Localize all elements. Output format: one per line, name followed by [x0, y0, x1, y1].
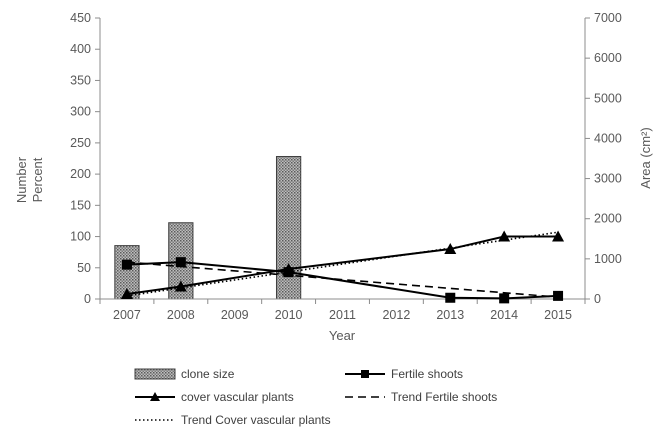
- marker-square-fertile-shoots: [121, 259, 132, 270]
- legend-marker-cover-vascular-plants: [150, 392, 160, 401]
- legend-swatch-clone-size: [134, 368, 176, 380]
- x-tick-label: 2013: [436, 308, 464, 322]
- y-tick-label: 350: [70, 73, 91, 87]
- marker-square-fertile-shoots: [499, 293, 510, 304]
- marker-triangle-cover-vascular-plants: [120, 288, 133, 300]
- x-tick-label: 2010: [275, 308, 303, 322]
- x-tick-label: 2012: [382, 308, 410, 322]
- x-tick-label: 2015: [544, 308, 572, 322]
- marker-triangle-cover-vascular-plants: [444, 243, 457, 255]
- y2-tick-label: 3000: [594, 172, 622, 186]
- x-tick-label: 2009: [221, 308, 249, 322]
- y2-tick-label: 7000: [594, 11, 622, 25]
- x-axis-title: Year: [329, 328, 356, 343]
- y-tick-label: 150: [70, 198, 91, 212]
- line-cover-vascular-plants: [126, 235, 559, 295]
- x-tick-label: 2008: [167, 308, 195, 322]
- y-tick-label: 400: [70, 42, 91, 56]
- text-layer: Year Number Percent Area (cm²): [14, 127, 653, 343]
- legend-label-cover-vascular-plants: cover vascular plants: [181, 390, 294, 404]
- y2-tick-label: 4000: [594, 131, 622, 145]
- x-tick-label: 2014: [490, 308, 518, 322]
- marker-triangle-cover-vascular-plants: [282, 263, 295, 275]
- y2-tick-label: 2000: [594, 212, 622, 226]
- y-tick-label: 300: [70, 105, 91, 119]
- y-tick-label: 450: [70, 11, 91, 25]
- marker-square-fertile-shoots: [445, 292, 456, 303]
- legend-label-trend-cover-vascular-plants: Trend Cover vascular plants: [181, 413, 331, 427]
- marker-triangle-cover-vascular-plants: [174, 280, 187, 292]
- lines-layer: [120, 230, 565, 304]
- y-axis-title-line2: Percent: [30, 157, 45, 202]
- marker-square-fertile-shoots: [553, 290, 564, 301]
- y2-tick-label: 6000: [594, 51, 622, 65]
- legend: clone size Fertile shoots cover vascular p…: [134, 367, 497, 427]
- axes-layer: 0 50 100 150 200 250 300 350 400 450 0 1000 2000 3000…: [70, 11, 622, 322]
- legend-label-trend-fertile-shoots: Trend Fertile shoots: [391, 390, 497, 404]
- y2-tick-label: 0: [594, 292, 601, 306]
- legend-label-clone-size: clone size: [181, 367, 235, 381]
- trend-line-trend-fertile-shoots: [126, 261, 559, 298]
- y-tick-label: 100: [70, 230, 91, 244]
- y2-tick-label: 5000: [594, 91, 622, 105]
- x-tick-label: 2007: [113, 308, 141, 322]
- marker-triangle-cover-vascular-plants: [552, 230, 565, 242]
- line-fertile-shoots: [126, 261, 559, 300]
- legend-label-fertile-shoots: Fertile shoots: [391, 367, 463, 381]
- y-tick-label: 200: [70, 167, 91, 181]
- bar-clone-size: [275, 155, 302, 300]
- y-tick-label: 250: [70, 136, 91, 150]
- trend-line-trend-cover-vascular-plants: [126, 231, 559, 297]
- y2-axis-title: Area (cm²): [638, 127, 653, 188]
- y-tick-label: 50: [77, 261, 91, 275]
- bars-layer: [114, 155, 302, 300]
- y-tick-label: 0: [84, 292, 91, 306]
- marker-square-fertile-shoots: [175, 257, 186, 268]
- y-axis-title-line1: Number: [14, 156, 29, 203]
- legend-marker-fertile-shoots: [361, 370, 369, 378]
- marker-triangle-cover-vascular-plants: [498, 230, 511, 242]
- y2-tick-label: 1000: [594, 252, 622, 266]
- x-tick-label: 2011: [329, 308, 356, 322]
